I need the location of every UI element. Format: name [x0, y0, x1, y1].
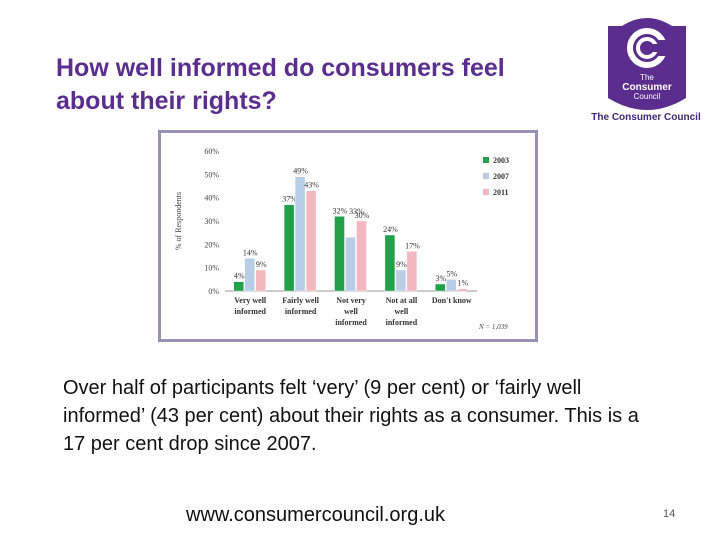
bar-2007-2: [294, 176, 306, 292]
data-label: 43%: [304, 181, 319, 190]
y-tick-label: 10%: [204, 264, 219, 273]
legend-swatch-2011: [483, 189, 489, 195]
logo-caption: The Consumer Council: [591, 112, 701, 123]
data-label: 1%: [457, 279, 468, 288]
slide-title: How well informed do consumers feel abou…: [56, 54, 505, 115]
bar-2003-5: [435, 283, 446, 292]
x-category-label: Not at all: [386, 296, 418, 305]
bar-2011-4: [406, 251, 418, 292]
bar-2003-3: [334, 216, 345, 292]
x-category-label: well: [344, 307, 359, 316]
y-tick-label: 30%: [204, 217, 219, 226]
y-tick-label: 0%: [208, 287, 219, 296]
data-label: 5%: [446, 269, 457, 278]
data-label: 9%: [396, 260, 407, 269]
logo-text-consumer: Consumer: [622, 82, 672, 93]
y-tick-label: 50%: [204, 170, 219, 179]
data-label-extra: 33%: [349, 207, 364, 216]
logo-text-council: Council: [634, 92, 661, 101]
data-label: 49%: [293, 167, 308, 176]
x-category-label: informed: [386, 318, 418, 327]
data-label: 14%: [243, 248, 258, 257]
consumer-council-logo: The Consumer Council: [608, 18, 686, 110]
data-label: 4%: [234, 272, 245, 281]
page-number: 14: [663, 508, 676, 520]
bar-2007-1: [244, 258, 255, 292]
data-label: 3%: [435, 274, 446, 283]
legend-label-2011: 2011: [493, 188, 509, 197]
x-category-label: well: [395, 307, 410, 316]
bar-2007-3: [345, 237, 356, 292]
data-label: 9%: [256, 260, 267, 269]
x-category-label: Not very: [336, 296, 366, 305]
sample-size-note: N = 1,039: [478, 323, 508, 331]
data-label: 24%: [383, 225, 398, 234]
bar-2007-4: [395, 269, 407, 292]
y-tick-label: 60%: [204, 147, 219, 156]
bar-2011-3: [356, 220, 367, 292]
data-label: 32%: [333, 206, 348, 215]
bar-2003-4: [384, 234, 396, 292]
website-link[interactable]: www.consumercouncil.org.uk: [186, 504, 445, 526]
summary-text: Over half of participants felt ‘very’ (9…: [63, 377, 639, 455]
x-category-label: Fairly well: [282, 296, 319, 305]
x-category-label: Don't know: [432, 296, 472, 305]
legend-label-2003: 2003: [493, 156, 509, 165]
bar-chart: % of Respondents 0% 10% 20% 30% 40% 50% 60% 4% 37…: [174, 147, 509, 331]
y-tick-label: 20%: [204, 240, 219, 249]
x-category-label: Very well: [234, 296, 267, 305]
x-category-label: informed: [335, 318, 367, 327]
bar-2011-1: [255, 269, 266, 292]
chart-frame: % of Respondents 0% 10% 20% 30% 40% 50% 60% 4% 37…: [158, 130, 538, 342]
logo-text-the: The: [640, 73, 654, 82]
bar-2003-1: [233, 281, 244, 292]
bar-2011-2: [305, 190, 317, 292]
y-tick-label: 40%: [204, 194, 219, 203]
y-axis-label: % of Respondents: [174, 192, 183, 250]
bar-2007-5: [446, 279, 457, 292]
data-label: 30%: [355, 211, 370, 220]
data-label: 37%: [282, 195, 297, 204]
x-category-label: informed: [234, 307, 266, 316]
bar-2003-2: [283, 204, 295, 292]
legend-label-2007: 2007: [493, 172, 509, 181]
data-label: 17%: [405, 241, 420, 250]
bar-2011-5: [457, 288, 468, 292]
legend-swatch-2007: [483, 173, 489, 179]
x-category-label: informed: [285, 307, 317, 316]
legend-swatch-2003: [483, 157, 489, 163]
